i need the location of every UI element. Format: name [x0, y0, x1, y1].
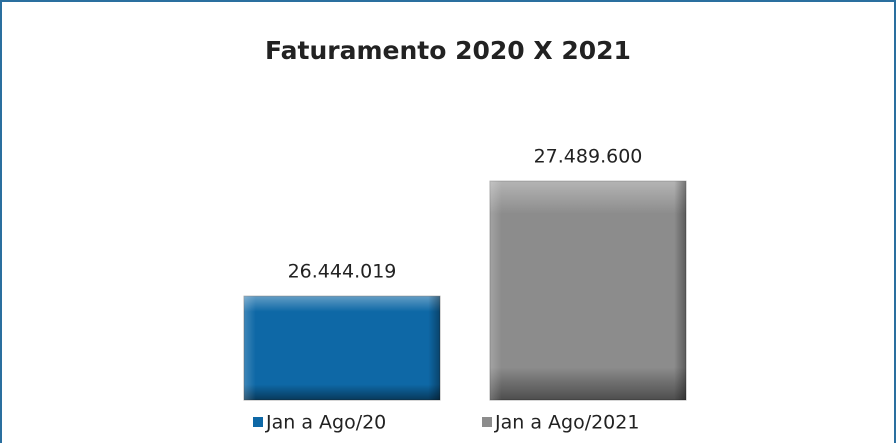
data-label: 26.444.019	[288, 261, 397, 283]
legend-swatch	[482, 417, 492, 427]
bar-bevel	[244, 296, 440, 400]
legend-label: Jan a Ago/20	[265, 412, 386, 434]
data-label: 27.489.600	[534, 146, 643, 168]
legend-swatch	[253, 417, 263, 427]
bar-bevel	[490, 181, 686, 400]
chart-title: Faturamento 2020 X 2021	[265, 36, 631, 65]
legend-label: Jan a Ago/2021	[494, 412, 639, 434]
